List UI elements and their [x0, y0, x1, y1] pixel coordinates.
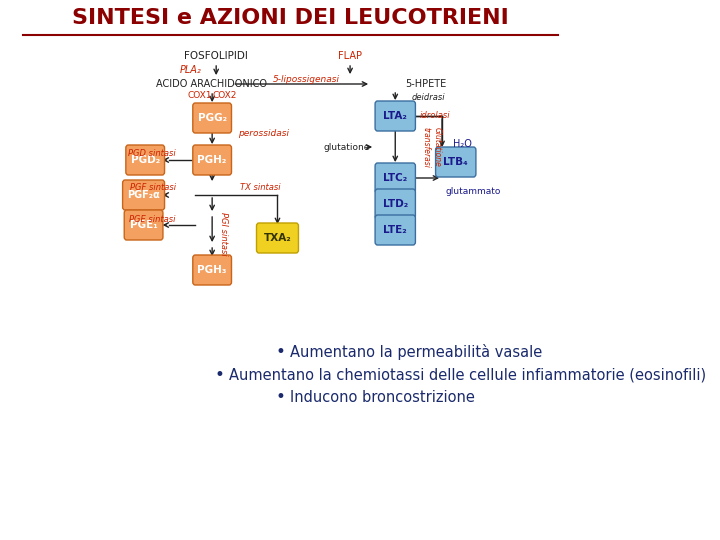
Text: PGE sintasi: PGE sintasi	[130, 215, 176, 225]
Text: PGD₂: PGD₂	[130, 155, 160, 165]
Text: TX sintasi: TX sintasi	[240, 184, 281, 192]
Text: Inducono broncostrizione: Inducono broncostrizione	[290, 389, 475, 404]
FancyBboxPatch shape	[256, 223, 299, 253]
Text: PGG₂: PGG₂	[197, 113, 227, 123]
Text: FLAP: FLAP	[338, 51, 362, 61]
Text: FOSFOLIPIDI: FOSFOLIPIDI	[184, 51, 248, 61]
FancyBboxPatch shape	[375, 189, 415, 219]
Text: LTE₂: LTE₂	[383, 225, 407, 235]
Text: PLA₂: PLA₂	[180, 65, 202, 75]
Text: COX1: COX1	[188, 91, 212, 100]
Text: 5-lipossigenasi: 5-lipossigenasi	[273, 76, 340, 84]
FancyBboxPatch shape	[193, 145, 232, 175]
FancyBboxPatch shape	[126, 145, 165, 175]
FancyBboxPatch shape	[193, 255, 232, 285]
Text: PGF₂α: PGF₂α	[127, 190, 160, 200]
Text: Aumentano la chemiotassi delle cellule infiammatorie (eosinofili): Aumentano la chemiotassi delle cellule i…	[229, 368, 706, 382]
Text: COX2: COX2	[212, 91, 236, 100]
Text: PGD sintasi: PGD sintasi	[128, 150, 176, 159]
FancyBboxPatch shape	[375, 163, 415, 193]
Text: LTC₂: LTC₂	[383, 173, 408, 183]
FancyBboxPatch shape	[122, 180, 165, 210]
Text: ACIDO ARACHIDONICO: ACIDO ARACHIDONICO	[156, 79, 267, 89]
Text: •: •	[215, 366, 224, 384]
Text: deidrasi: deidrasi	[411, 92, 445, 102]
Text: SINTESI e AZIONI DEI LEUCOTRIENI: SINTESI e AZIONI DEI LEUCOTRIENI	[72, 8, 509, 28]
Text: LTB₄: LTB₄	[444, 157, 468, 167]
Text: Glutatione
transferasi: Glutatione transferasi	[422, 126, 441, 167]
Text: glutatione: glutatione	[324, 143, 370, 152]
Text: 5-HPETE: 5-HPETE	[405, 79, 446, 89]
Text: idrolasi: idrolasi	[420, 111, 450, 120]
Text: Aumentano la permeabilità vasale: Aumentano la permeabilità vasale	[290, 344, 543, 360]
Text: PGH₂: PGH₂	[197, 155, 227, 165]
FancyBboxPatch shape	[375, 215, 415, 245]
FancyBboxPatch shape	[193, 103, 232, 133]
Text: •: •	[276, 388, 286, 406]
Text: H₂O: H₂O	[454, 139, 472, 149]
FancyBboxPatch shape	[125, 210, 163, 240]
FancyBboxPatch shape	[436, 147, 476, 177]
Text: TXA₂: TXA₂	[264, 233, 292, 243]
Text: PGF sintasi: PGF sintasi	[130, 184, 176, 192]
Text: glutammato: glutammato	[445, 187, 500, 197]
Text: PGH₃: PGH₃	[197, 265, 227, 275]
FancyBboxPatch shape	[375, 101, 415, 131]
Text: LTD₂: LTD₂	[382, 199, 408, 209]
Text: LTA₂: LTA₂	[383, 111, 408, 121]
Text: PGI sintasi: PGI sintasi	[220, 212, 228, 256]
Text: perossidasi: perossidasi	[238, 129, 289, 138]
Text: •: •	[276, 343, 286, 361]
Text: PGE₁: PGE₁	[130, 220, 158, 230]
